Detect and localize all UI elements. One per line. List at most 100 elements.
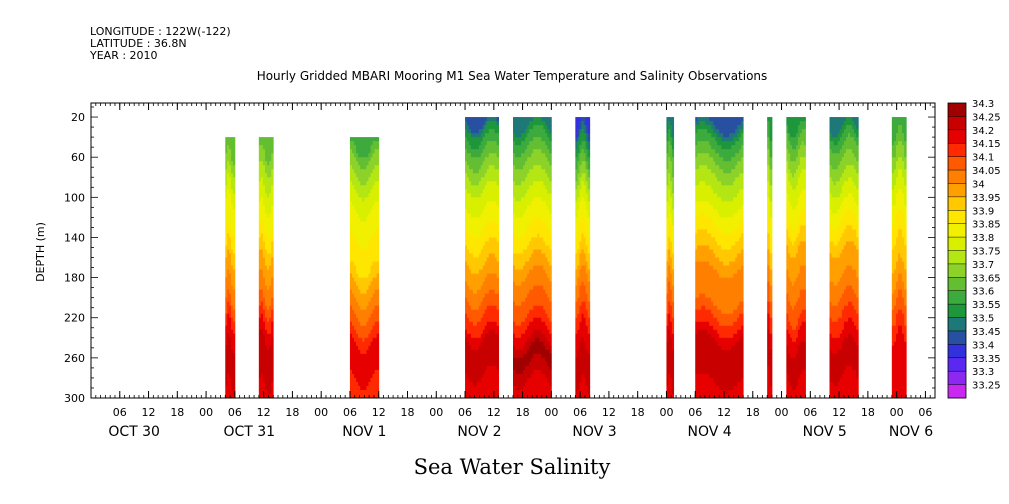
data-cell xyxy=(349,253,353,258)
data-cell xyxy=(537,153,540,158)
data-cell xyxy=(666,305,669,311)
data-cell xyxy=(262,229,266,234)
data-cell xyxy=(269,309,272,315)
data-cell xyxy=(465,265,468,270)
data-cell xyxy=(490,369,494,375)
data-cell xyxy=(527,145,530,150)
data-cell xyxy=(474,265,478,270)
data-cell xyxy=(354,209,357,214)
data-cell xyxy=(492,193,496,198)
data-cell xyxy=(583,345,587,351)
data-cell xyxy=(539,373,542,379)
data-cell xyxy=(229,333,232,339)
data-cell xyxy=(368,317,371,323)
data-cell xyxy=(232,209,236,214)
data-cell xyxy=(581,253,584,258)
data-cell xyxy=(368,313,371,319)
data-cell xyxy=(549,309,552,315)
data-cell xyxy=(269,141,272,146)
data-cell xyxy=(583,165,587,170)
data-cell xyxy=(376,381,380,387)
data-cell xyxy=(515,133,518,138)
data-cell xyxy=(354,321,357,327)
data-cell xyxy=(671,353,675,359)
data-cell xyxy=(666,221,669,226)
data-cell xyxy=(267,185,270,190)
data-cell xyxy=(581,165,584,170)
data-cell xyxy=(525,385,528,391)
data-cell xyxy=(496,313,500,319)
data-cell xyxy=(480,393,484,399)
data-cell xyxy=(354,369,357,375)
data-cell xyxy=(577,265,580,270)
data-cell xyxy=(472,381,476,387)
data-cell xyxy=(513,229,516,234)
data-cell xyxy=(376,345,380,351)
data-cell xyxy=(352,325,355,331)
data-cell xyxy=(467,337,470,343)
data-cell xyxy=(478,165,482,170)
data-cell xyxy=(545,189,548,194)
data-cell xyxy=(468,373,472,379)
data-cell xyxy=(579,373,582,379)
data-cell xyxy=(227,177,230,182)
data-cell xyxy=(258,185,262,190)
data-cell xyxy=(468,281,472,287)
data-cell xyxy=(525,281,528,287)
data-cell xyxy=(265,365,268,371)
data-cell xyxy=(527,133,530,138)
data-cell xyxy=(476,369,480,375)
data-cell xyxy=(465,149,468,154)
data-cell xyxy=(494,289,498,295)
data-cell xyxy=(496,237,500,242)
data-cell xyxy=(267,385,270,391)
data-cell xyxy=(231,149,234,154)
data-cell xyxy=(465,141,468,146)
data-cell xyxy=(521,133,524,138)
data-cell xyxy=(474,321,478,327)
data-cell xyxy=(231,357,234,363)
data-cell xyxy=(529,173,532,178)
data-cell xyxy=(376,261,380,266)
data-cell xyxy=(231,261,234,266)
data-cell xyxy=(523,313,526,319)
data-cell xyxy=(480,213,484,218)
data-cell xyxy=(349,345,353,351)
data-cell xyxy=(523,221,526,226)
data-cell xyxy=(581,369,584,375)
data-cell xyxy=(260,217,264,222)
data-cell xyxy=(225,241,228,246)
data-cell xyxy=(670,141,673,146)
data-cell xyxy=(533,337,536,343)
data-cell xyxy=(467,373,470,379)
data-cell xyxy=(521,173,524,178)
data-cell xyxy=(349,329,353,335)
data-cell xyxy=(232,217,236,222)
data-cell xyxy=(356,365,359,371)
data-cell xyxy=(549,165,552,170)
data-cell xyxy=(492,145,496,150)
data-cell xyxy=(583,221,587,226)
data-cell xyxy=(349,369,353,375)
data-cell xyxy=(225,161,228,166)
data-cell xyxy=(265,177,268,182)
data-cell xyxy=(465,125,468,130)
data-cell xyxy=(486,357,490,363)
data-cell xyxy=(496,393,500,399)
data-cell xyxy=(490,173,494,178)
data-cell xyxy=(352,357,355,363)
data-cell xyxy=(349,149,353,154)
data-cell xyxy=(533,217,536,222)
data-cell xyxy=(484,217,488,222)
data-cell xyxy=(370,225,373,230)
data-cell xyxy=(539,245,542,250)
data-cell xyxy=(543,209,546,214)
data-cell xyxy=(494,133,498,138)
data-cell xyxy=(472,177,476,182)
data-cell xyxy=(515,273,518,278)
data-cell xyxy=(523,149,526,154)
data-cell xyxy=(527,229,530,234)
data-cell xyxy=(519,309,522,315)
data-cell xyxy=(370,337,373,343)
data-cell xyxy=(529,273,532,278)
